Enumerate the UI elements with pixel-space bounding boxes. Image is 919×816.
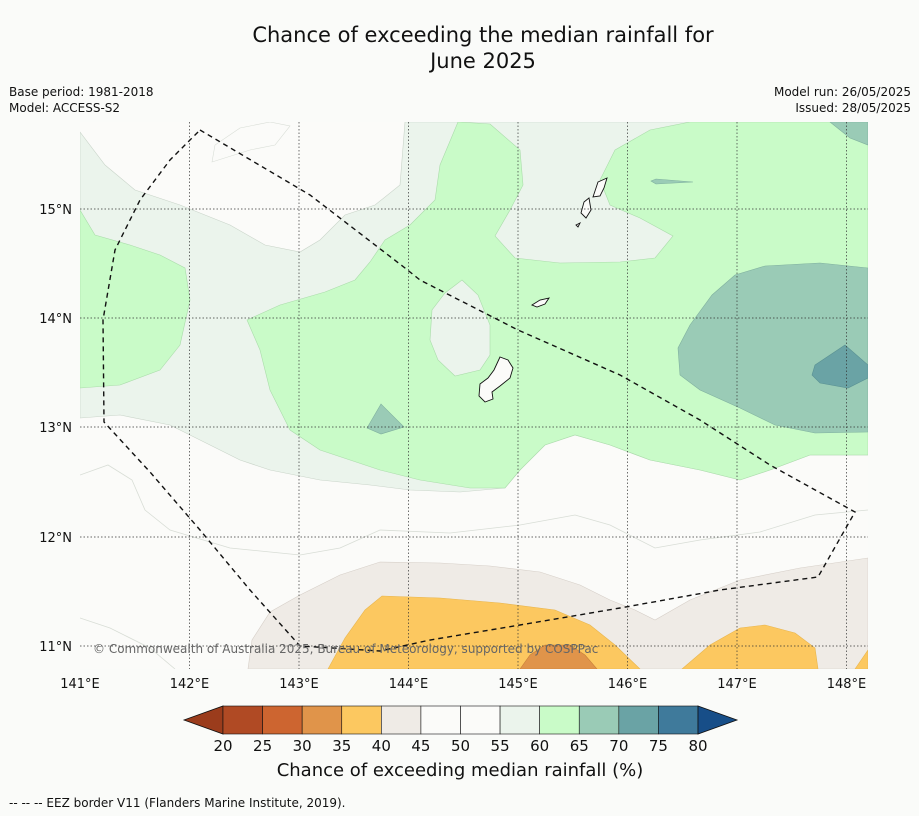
islands xyxy=(478,177,608,403)
colorbar-cell xyxy=(262,705,303,735)
eez-footnote: -- -- -- EEZ border V11 (Flanders Marine… xyxy=(9,796,346,810)
lon-label: 143°E xyxy=(279,677,319,692)
colorbar-over-arrow xyxy=(697,705,739,735)
colorbar-label: Chance of exceeding median rainfall (%) xyxy=(276,760,644,781)
colorbar-tick-label: 75 xyxy=(649,737,668,755)
island-guam xyxy=(478,356,514,403)
colorbar-cell xyxy=(381,705,422,735)
colorbar-cell xyxy=(420,705,461,735)
lon-label: 142°E xyxy=(170,677,210,692)
colorbar-cell xyxy=(222,705,263,735)
colorbar-cell xyxy=(499,705,540,735)
colorbar-cell xyxy=(341,705,382,735)
colorbar-tick-label: 60 xyxy=(530,737,549,755)
lon-label: 147°E xyxy=(717,677,757,692)
lon-label: 146°E xyxy=(608,677,648,692)
colorbar: 20 25 30 35 40 45 50 55 60 65 70 75 80 xyxy=(182,705,739,755)
colorbar-tick-label: 30 xyxy=(293,737,312,755)
band-65-70-small-north xyxy=(650,178,694,185)
copyright-notice: © Commonwealth of Australia 2025, Bureau… xyxy=(93,642,598,656)
meta-right: Model run: 26/05/2025 Issued: 28/05/2025 xyxy=(774,84,911,116)
band-70-75-east xyxy=(811,344,868,389)
eez-border xyxy=(102,129,856,652)
lat-label: 12°N xyxy=(39,531,72,546)
lon-labels: 141°E 142°E 143°E 144°E 145°E 146°E 147°… xyxy=(60,677,866,692)
model-name: Model: ACCESS-S2 xyxy=(9,101,121,115)
lon-label: 145°E xyxy=(498,677,538,692)
band-35-40-southeast xyxy=(681,624,819,669)
model-run: Model run: 26/05/2025 xyxy=(773,85,911,99)
band-65-70-northeast xyxy=(829,122,868,146)
colorbar-cell xyxy=(658,705,699,735)
band-65-70-east xyxy=(677,262,868,434)
colorbar-tick-label: 25 xyxy=(253,737,272,755)
map-title-line2: June 2025 xyxy=(430,49,536,73)
island-tinian xyxy=(580,197,592,219)
colorbar-tick-label: 80 xyxy=(688,737,707,755)
colorbar-tick-label: 70 xyxy=(609,737,628,755)
meta-left: Base period: 1981-2018 Model: ACCESS-S2 xyxy=(9,84,154,116)
colorbar-under-arrow xyxy=(182,705,224,735)
colorbar-tick-label: 40 xyxy=(372,737,391,755)
island-saipan xyxy=(592,177,608,198)
band-50-55-top xyxy=(211,122,291,163)
island-rota xyxy=(531,297,550,308)
band-60-65-west xyxy=(80,209,191,389)
lat-label: 15°N xyxy=(39,203,72,218)
band-60-65-main xyxy=(246,122,868,489)
band-30-35-south xyxy=(519,644,598,669)
colorbar-tick-label: 65 xyxy=(570,737,589,755)
colorbar-tick-label: 50 xyxy=(451,737,470,755)
colorbar-cell xyxy=(578,705,620,735)
band-55-60-guam xyxy=(429,279,491,377)
lon-label: 141°E xyxy=(60,677,100,692)
map-title: Chance of exceeding the median rainfall … xyxy=(200,22,766,74)
colorbar-tick-label: 55 xyxy=(491,737,510,755)
contour-45 xyxy=(80,617,176,669)
contour-50 xyxy=(80,464,868,556)
lat-label: 11°N xyxy=(39,640,72,655)
colorbar-tick-label: 20 xyxy=(213,737,232,755)
lat-labels: 15°N 14°N 13°N 12°N 11°N xyxy=(39,203,72,655)
map-title-line1: Chance of exceeding the median rainfall … xyxy=(252,23,714,47)
colorbar-tick-label: 45 xyxy=(411,737,430,755)
lat-label: 14°N xyxy=(39,312,72,327)
lon-label: 148°E xyxy=(827,677,867,692)
colorbar-cell xyxy=(539,705,580,735)
colorbar-tick-label: 35 xyxy=(332,737,351,755)
lat-label: 13°N xyxy=(39,421,72,436)
island-aguijan xyxy=(575,221,582,228)
colorbar-cell xyxy=(301,705,343,735)
base-period: Base period: 1981-2018 xyxy=(9,85,154,99)
band-65-70-small-west xyxy=(366,403,405,435)
issued-date: Issued: 28/05/2025 xyxy=(795,101,911,115)
colorbar-cell xyxy=(618,705,659,735)
colorbar-cell xyxy=(460,705,501,735)
rainfall-field xyxy=(80,122,868,669)
graticule xyxy=(80,122,868,669)
lon-label: 144°E xyxy=(389,677,429,692)
band-35-40-corner xyxy=(854,649,868,669)
